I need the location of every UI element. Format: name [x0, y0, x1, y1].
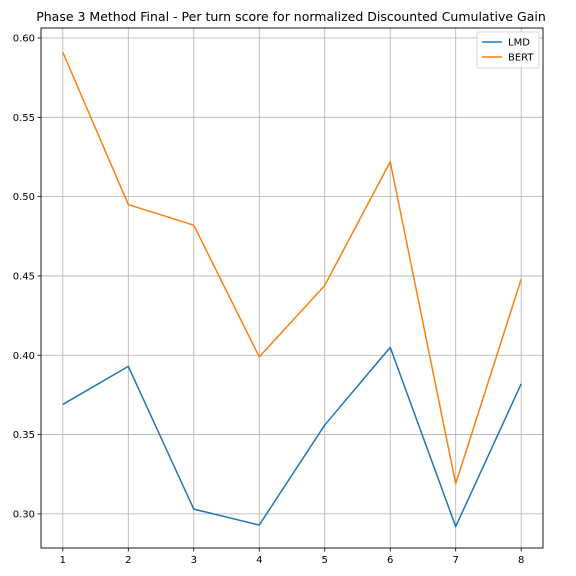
y-tick-label: 0.45 [13, 271, 35, 282]
legend-label-bert: BERT [508, 53, 534, 64]
legend-box [476, 31, 540, 69]
y-tick-label: 0.60 [13, 33, 35, 44]
x-tick-label: 7 [453, 555, 459, 566]
x-tick-label: 4 [256, 555, 262, 566]
legend: LMD BERT [476, 31, 540, 69]
x-tick-label: 6 [387, 555, 393, 566]
x-tick-label: 8 [518, 555, 524, 566]
y-tick-label: 0.30 [13, 509, 35, 520]
grid-lines [41, 28, 543, 548]
series-lines [62, 51, 522, 528]
chart-title: Phase 3 Method Final - Per turn score fo… [36, 9, 546, 24]
x-tick-label: 3 [191, 555, 197, 566]
y-tick-label: 0.50 [13, 192, 35, 203]
legend-label-lmd: LMD [508, 38, 530, 49]
y-tick-label: 0.35 [13, 430, 35, 441]
series-line-bert [62, 51, 522, 485]
x-tick-label: 5 [322, 555, 328, 566]
x-tick-label: 1 [60, 555, 66, 566]
y-axis-ticks: 0.30 0.35 0.40 0.45 0.50 0.55 0.60 [13, 33, 41, 520]
y-tick-label: 0.40 [13, 351, 35, 362]
x-tick-label: 2 [125, 555, 131, 566]
plot-frame [40, 27, 544, 549]
y-tick-label: 0.55 [13, 113, 35, 124]
series-line-lmd [62, 346, 522, 528]
x-axis-ticks: 1 2 3 4 5 6 7 8 [60, 548, 524, 566]
